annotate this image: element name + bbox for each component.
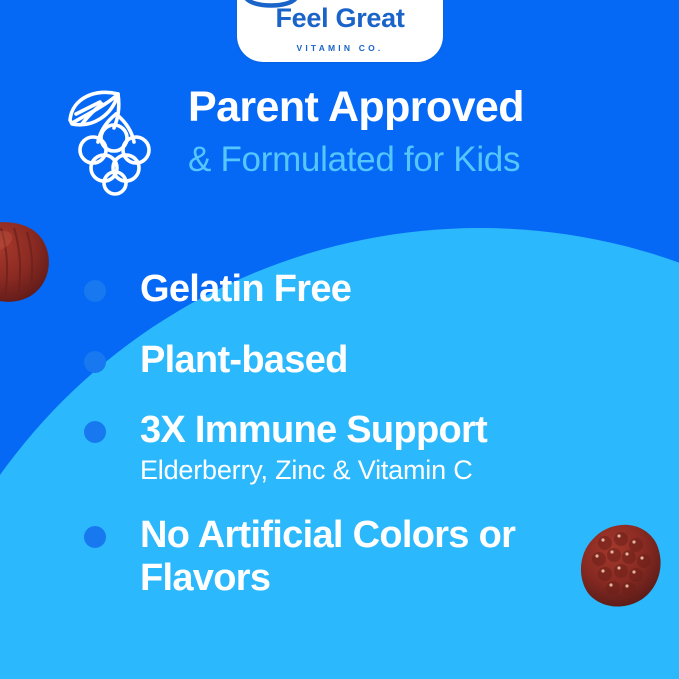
bullet-body: No Artificial Colors or Flavors <box>106 514 560 599</box>
elderberry-gummy-photo-left <box>0 211 72 315</box>
bullet-sublabel: Elderberry, Zinc & Vitamin C <box>140 454 473 485</box>
list-item: Gelatin Free <box>0 268 679 311</box>
headline-section: Parent Approved & Formulated for Kids <box>0 78 679 196</box>
feature-bullet-list: Gelatin Free Plant-based 3X Immune Suppo… <box>0 268 679 627</box>
smile-swoosh-icon <box>244 0 298 8</box>
bullet-body: Gelatin Free <box>106 268 352 311</box>
headline-sub: & Formulated for Kids <box>188 140 521 179</box>
brand-subtitle: VITAMIN CO. <box>296 43 384 53</box>
bullet-dot-icon <box>84 280 106 302</box>
list-item: Plant-based <box>0 339 679 382</box>
list-item: 3X Immune Support Elderberry, Zinc & Vit… <box>0 409 679 486</box>
brand-logo-badge[interactable]: Feel Great VITAMIN CO. <box>237 0 443 62</box>
bullet-dot-icon <box>84 350 106 373</box>
headline-main: Parent Approved <box>188 83 524 131</box>
headline-row: Parent Approved & Formulated for Kids <box>0 78 679 196</box>
bullet-dot-icon <box>84 421 106 444</box>
brand-wordmark: Feel Great <box>275 3 405 33</box>
bullet-label: 3X Immune Support <box>140 409 488 452</box>
elderberry-cluster-icon <box>68 90 151 196</box>
bullet-label: Gelatin Free <box>140 268 352 310</box>
bullet-dot-icon <box>84 526 106 549</box>
headline-text-block: Parent Approved & Formulated for Kids <box>180 78 679 179</box>
bullet-label: No Artificial Colors or Flavors <box>140 514 516 599</box>
bullet-body: Plant-based <box>106 339 348 382</box>
elderberry-gummy-photo-right <box>575 519 667 611</box>
list-item: No Artificial Colors or Flavors <box>0 514 679 599</box>
bullet-body: 3X Immune Support Elderberry, Zinc & Vit… <box>106 409 488 486</box>
bullet-label: Plant-based <box>140 338 348 381</box>
